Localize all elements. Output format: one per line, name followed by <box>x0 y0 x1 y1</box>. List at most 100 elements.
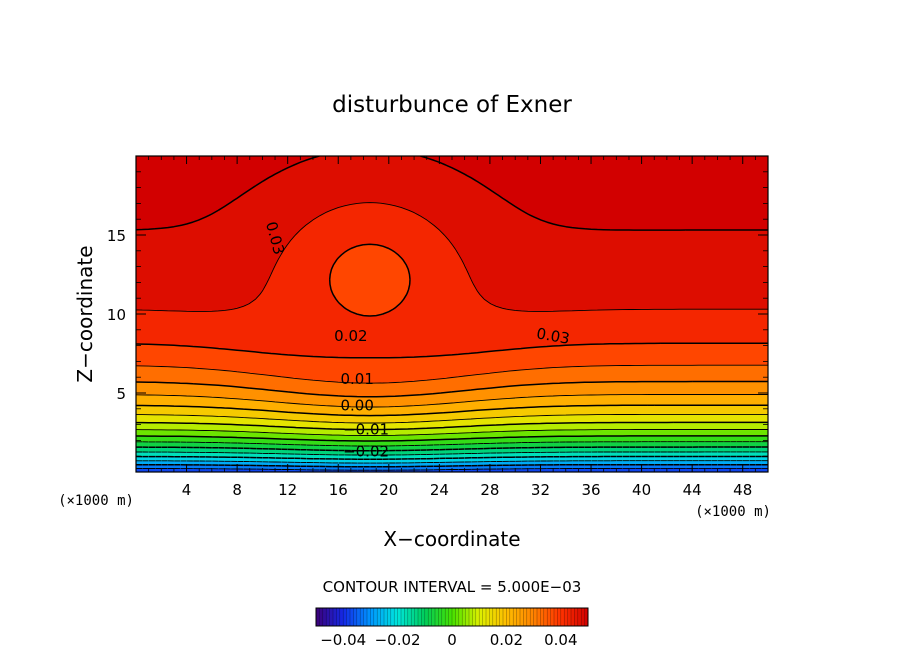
colorbar-segment <box>482 608 487 626</box>
colorbar-segment <box>346 608 351 626</box>
colorbar-segment <box>441 608 446 626</box>
colorbar-segment <box>557 608 562 626</box>
colorbar-segment <box>435 608 439 626</box>
colorbar-segment <box>584 608 589 626</box>
x-tick-label: 36 <box>581 481 600 499</box>
colorbar-segment <box>329 608 334 626</box>
colorbar-segment <box>336 608 341 626</box>
colorbar-segment <box>520 608 524 626</box>
colorbar-segment <box>543 608 548 626</box>
colorbar-segment <box>390 608 395 626</box>
contour-line <box>136 404 768 417</box>
colorbar-segment <box>367 608 371 626</box>
colorbar-segment <box>326 608 330 626</box>
contour-line <box>136 421 768 431</box>
colorbar-tick-labels: −0.04 −0.02 0 0.02 0.04 <box>320 631 577 649</box>
colorbar-segment <box>571 608 575 626</box>
colorbar-segment <box>350 608 354 626</box>
plot-area: 0.030.030.020.010.00−0.01−0.02 <box>136 156 768 472</box>
colorbar-segment <box>455 608 460 626</box>
colorbar-segment <box>421 608 426 626</box>
colorbar-segment <box>394 608 398 626</box>
colorbar-segment <box>567 608 572 626</box>
colorbar-frame <box>315 607 589 627</box>
colorbar-segment <box>550 608 555 626</box>
colorbar-segment <box>343 608 347 626</box>
x-tick-label: 4 <box>182 481 192 499</box>
colorbar-segment <box>339 608 344 626</box>
colorbar-segment <box>574 608 579 626</box>
colorbar-tick-label: 0.04 <box>544 631 577 649</box>
x-axis-label: X−coordinate <box>383 527 520 551</box>
colorbar-segment <box>373 608 378 626</box>
contour-line <box>136 394 768 408</box>
x-tick-label: 20 <box>379 481 398 499</box>
colorbar-segment <box>509 608 514 626</box>
y-tick-label: 15 <box>107 227 126 245</box>
colorbar-segment <box>387 608 392 626</box>
exner-field-image <box>136 156 768 472</box>
colorbar-segment <box>377 608 381 626</box>
colorbar-segment <box>496 608 500 626</box>
colorbar-segment <box>465 608 470 626</box>
colorbar-segment <box>499 608 504 626</box>
colorbar-segment <box>319 608 324 626</box>
colorbar-segment <box>554 608 558 626</box>
colorbar-segment <box>581 608 585 626</box>
contour-line <box>136 429 768 436</box>
x-tick-label: 24 <box>430 481 449 499</box>
x-tick-label: 44 <box>683 481 702 499</box>
contour-line <box>136 451 768 456</box>
colorbar-segment <box>397 608 402 626</box>
colorbar-segment <box>564 608 568 626</box>
colorbar-segment <box>353 608 358 626</box>
colorbar-segment <box>445 608 449 626</box>
x-tick-label: 32 <box>531 481 550 499</box>
x-tick-label: 16 <box>329 481 348 499</box>
colorbar-segment <box>513 608 517 626</box>
contour-line <box>136 156 768 231</box>
colorbar-segment <box>475 608 480 626</box>
colorbar-segment <box>360 608 364 626</box>
contour-label: −0.02 <box>343 442 389 460</box>
colorbar-segment <box>503 608 507 626</box>
x-unit-label-right: (×1000 m) <box>695 504 771 520</box>
colorbar-tick-label: −0.04 <box>320 631 366 649</box>
colorbar-segment <box>401 608 405 626</box>
colorbar-segment <box>479 608 483 626</box>
x-unit-label-left: (×1000 m) <box>58 493 134 509</box>
colorbar-tick-label: 0.02 <box>490 631 523 649</box>
colorbar-segment <box>516 608 521 626</box>
contour-label: −0.01 <box>343 420 389 438</box>
colorbar-segment <box>540 608 545 626</box>
contour-line <box>136 460 768 464</box>
colorbar-segment <box>469 608 473 626</box>
contour-line <box>136 413 768 424</box>
colorbar-segment <box>404 608 409 626</box>
colorbar-segment <box>530 608 534 626</box>
contour-line <box>136 435 768 442</box>
contour-line <box>136 202 768 312</box>
colorbar-segment <box>418 608 422 626</box>
colorbar-segment <box>492 608 497 626</box>
contour-label: 0.00 <box>340 397 373 415</box>
colorbar-segment <box>407 608 412 626</box>
x-tick-label: 12 <box>278 481 297 499</box>
contour-labels: 0.030.030.020.010.00−0.01−0.02 <box>262 220 571 461</box>
colorbar-segment <box>438 608 443 626</box>
contour-line <box>136 463 768 468</box>
colorbar-segment <box>560 608 565 626</box>
colorbar <box>315 607 589 627</box>
colorbar-segment <box>431 608 436 626</box>
x-tick-label: 48 <box>733 481 752 499</box>
colorbar-segment <box>452 608 456 626</box>
y-axis-ticks: 5 10 15 <box>107 171 768 457</box>
colorbar-segment <box>414 608 419 626</box>
y-tick-label: 10 <box>107 306 126 324</box>
colorbar-segment <box>380 608 385 626</box>
contour-label: 0.01 <box>340 370 373 388</box>
contour-label: 0.03 <box>535 324 571 348</box>
colorbar-segment <box>577 608 582 626</box>
colorbar-segment <box>523 608 528 626</box>
